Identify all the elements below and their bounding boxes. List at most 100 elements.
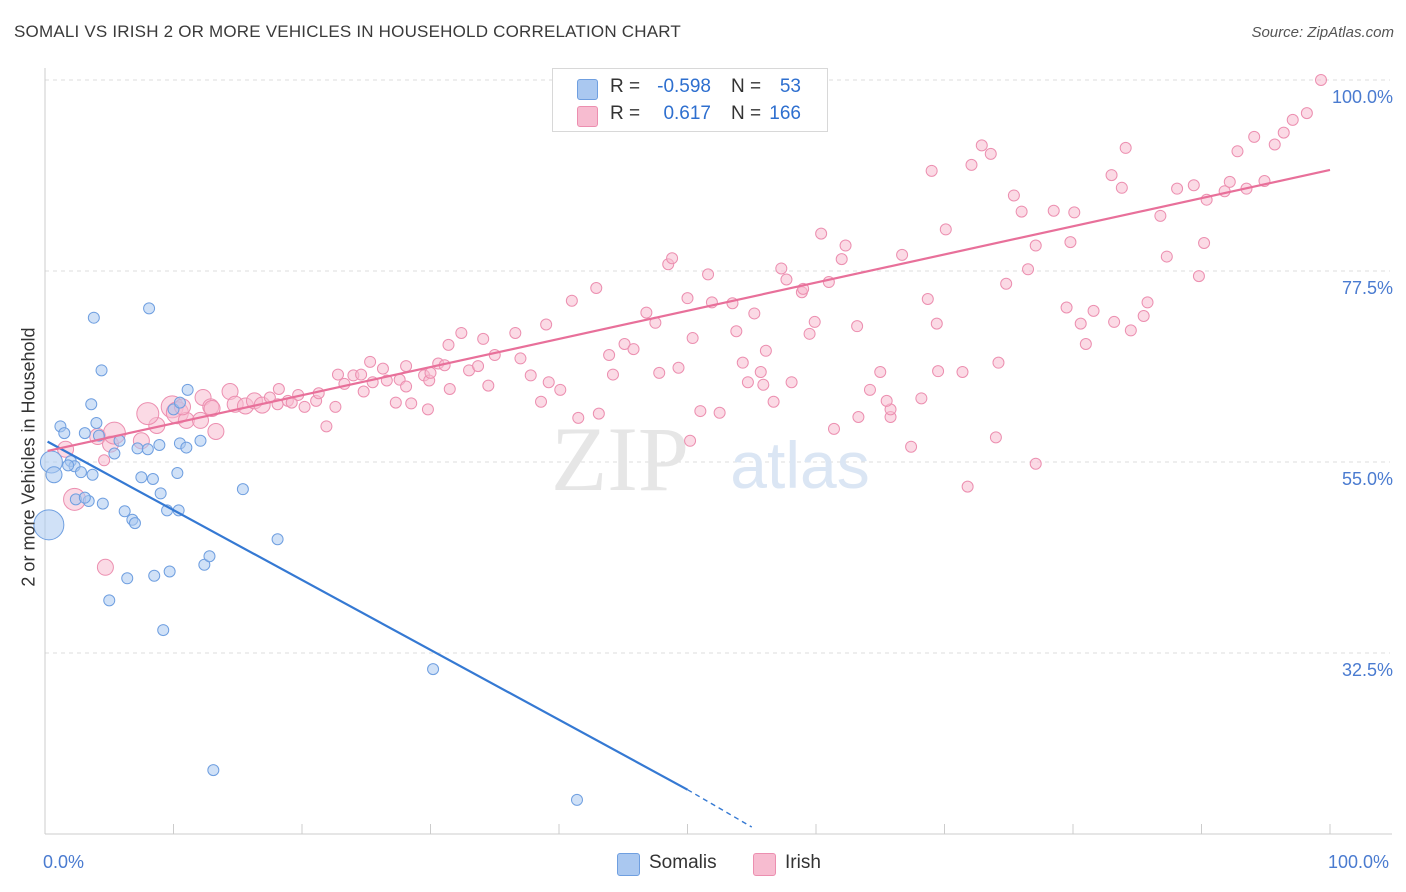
data-point-irish: [443, 382, 456, 395]
data-point-somalis: [121, 572, 134, 585]
data-point-somalis: [143, 302, 156, 315]
data-point-irish: [835, 253, 848, 266]
data-point-somalis: [154, 487, 167, 500]
data-point-irish: [1154, 209, 1167, 222]
data-point-irish: [627, 343, 640, 356]
data-point-irish: [442, 338, 455, 351]
data-point-irish: [1286, 113, 1299, 126]
data-point-irish: [542, 376, 555, 389]
data-point-irish: [1047, 204, 1060, 217]
data-point-irish: [1119, 141, 1132, 154]
trend-line-somalis: [47, 440, 689, 791]
legend-row-irish: R = 0.617 N = 166: [553, 101, 827, 129]
data-point-irish: [1060, 301, 1073, 314]
legend-swatch-somalis: [577, 79, 598, 100]
data-point-irish: [956, 366, 969, 379]
data-point-irish: [672, 361, 685, 374]
data-point-irish: [554, 383, 567, 396]
data-point-irish: [852, 411, 865, 424]
data-point-irish: [653, 366, 666, 379]
data-point-irish: [472, 360, 485, 373]
data-point-somalis: [62, 459, 75, 472]
x-tick-label-min: 0.0%: [43, 852, 85, 872]
data-point-irish: [364, 355, 377, 368]
data-point-irish: [686, 332, 699, 345]
data-point-irish: [191, 411, 209, 429]
data-point-irish: [1192, 270, 1205, 283]
data-point-irish: [1187, 179, 1200, 192]
watermark: ZIP atlas: [551, 408, 870, 510]
chart-title: SOMALI VS IRISH 2 OR MORE VEHICLES IN HO…: [14, 22, 681, 41]
data-point-irish: [780, 273, 793, 286]
data-point-irish: [748, 307, 761, 320]
trend-line-somalis-extension: [687, 789, 753, 828]
data-point-irish: [400, 360, 413, 373]
bottom-legend-swatch-somalis: [617, 853, 640, 876]
data-point-irish: [1087, 304, 1100, 317]
data-point-irish: [839, 239, 852, 252]
data-point-somalis: [163, 565, 176, 578]
data-point-irish: [965, 158, 978, 171]
data-point-irish: [331, 368, 344, 381]
data-point-irish: [1248, 130, 1261, 143]
data-point-somalis: [135, 471, 148, 484]
y-axis-label: 2 or more Vehicles in Household: [18, 327, 39, 587]
data-point-irish: [1223, 175, 1236, 188]
data-point-irish: [684, 434, 697, 447]
data-point-irish: [477, 332, 490, 345]
data-point-irish: [1268, 138, 1281, 151]
data-point-somalis: [180, 441, 193, 454]
data-point-irish: [681, 292, 694, 305]
data-point-somalis: [173, 396, 186, 409]
data-point-irish: [880, 394, 893, 407]
data-point-irish: [1108, 315, 1121, 328]
watermark-zip: ZIP: [551, 408, 689, 510]
data-point-irish: [730, 325, 743, 338]
data-point-irish: [975, 139, 988, 152]
data-point-irish: [1315, 74, 1328, 86]
legend-n-value: 166: [769, 103, 801, 124]
data-point-somalis: [87, 311, 100, 324]
data-point-irish: [1029, 457, 1042, 470]
data-point-irish: [803, 327, 816, 340]
data-point-irish: [298, 400, 311, 413]
data-point-irish: [989, 431, 1002, 444]
data-point-somalis: [570, 793, 583, 806]
data-point-irish: [400, 380, 413, 393]
data-point-irish: [355, 368, 368, 381]
data-point-irish: [713, 406, 726, 419]
data-point-irish: [1029, 239, 1042, 252]
data-point-irish: [666, 252, 679, 265]
data-point-irish: [1115, 181, 1128, 194]
data-point-irish: [1300, 107, 1313, 120]
data-point-somalis: [58, 427, 71, 440]
bottom-legend-label-irish: Irish: [785, 852, 821, 873]
data-point-irish: [389, 396, 402, 409]
data-point-irish: [1068, 206, 1081, 219]
data-point-irish: [1231, 145, 1244, 158]
data-point-irish: [640, 306, 653, 319]
data-point-somalis: [86, 468, 99, 481]
data-point-irish: [694, 405, 707, 418]
data-point-irish: [405, 397, 418, 410]
data-point-irish: [896, 248, 909, 261]
data-point-somalis: [128, 517, 141, 530]
data-point-irish: [930, 317, 943, 330]
data-point-irish: [961, 480, 974, 493]
data-point-irish: [606, 368, 619, 381]
legend-r-label: R =: [610, 103, 641, 124]
data-point-irish: [509, 326, 522, 339]
data-point-somalis: [181, 383, 194, 396]
data-point-irish: [603, 349, 616, 362]
data-point-irish: [455, 326, 468, 339]
legend-swatch-irish: [577, 106, 598, 127]
data-point-irish: [1141, 296, 1154, 309]
legend-r-value: -0.598: [657, 76, 711, 97]
data-point-irish: [96, 558, 114, 576]
data-point-somalis: [85, 398, 98, 411]
data-points: [33, 74, 1328, 806]
trend-lines: [47, 168, 1331, 828]
data-point-irish: [915, 392, 928, 405]
data-point-irish: [757, 378, 770, 391]
